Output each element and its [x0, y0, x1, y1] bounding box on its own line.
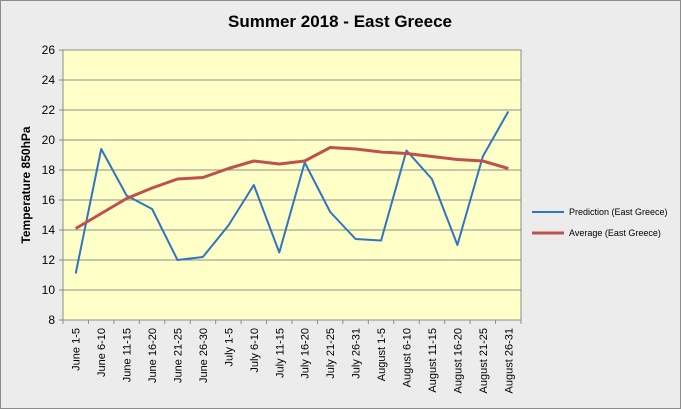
x-tick-label: July 16-20: [300, 328, 312, 379]
y-tick-label: 26: [42, 43, 56, 57]
y-tick-label: 24: [42, 73, 56, 87]
y-tick-label: 16: [42, 193, 56, 207]
legend-label: Average (East Greece): [569, 228, 661, 238]
plot-area: [62, 49, 522, 321]
y-tick-label: 20: [42, 133, 56, 147]
legend: Prediction (East Greece) Average (East Gr…: [532, 207, 668, 238]
x-tick-label: July 26-31: [351, 328, 363, 379]
x-tick-label: August 11-15: [427, 328, 439, 393]
y-tick-label: 10: [42, 283, 56, 297]
y-axis-label: Temperature 850hPa: [19, 126, 33, 243]
x-axis-ticks: June 1-5 June 6-10 June 11-15 June 16-20 Jun…: [62, 320, 522, 393]
x-tick-label: August 1-5: [376, 328, 388, 381]
y-tick-label: 22: [42, 103, 56, 117]
x-tick-label: July 6-10: [249, 328, 261, 373]
x-tick-label: June 16-20: [147, 328, 159, 383]
x-tick-label: June 26-30: [198, 328, 210, 383]
y-tick-label: 12: [42, 253, 56, 267]
x-tick-label: August 16-20: [452, 328, 464, 393]
y-axis-ticks: 8 10 12 14 16 18 20 22 24 26: [42, 43, 63, 327]
legend-label: Prediction (East Greece): [569, 207, 668, 217]
y-tick-label: 14: [42, 223, 56, 237]
x-tick-label: June 11-15: [122, 328, 134, 382]
x-tick-label: July 1-5: [223, 328, 235, 367]
x-tick-label: July 21-25: [325, 328, 337, 379]
x-tick-label: July 11-15: [274, 328, 286, 378]
x-tick-label: June 21-25: [173, 328, 185, 383]
x-tick-label: August 26-31: [503, 328, 515, 393]
x-tick-label: August 6-10: [402, 328, 414, 387]
x-tick-label: August 21-25: [478, 328, 490, 393]
series-line-average: [74, 146, 509, 230]
series-line-prediction: [74, 111, 510, 274]
series-lines: [74, 111, 510, 274]
y-tick-label: 8: [48, 313, 55, 327]
x-tick-label: June 1-5: [71, 328, 83, 371]
y-tick-label: 18: [42, 163, 56, 177]
x-tick-label: June 6-10: [96, 328, 108, 377]
chart-title: Summer 2018 - East Greece: [228, 12, 452, 31]
